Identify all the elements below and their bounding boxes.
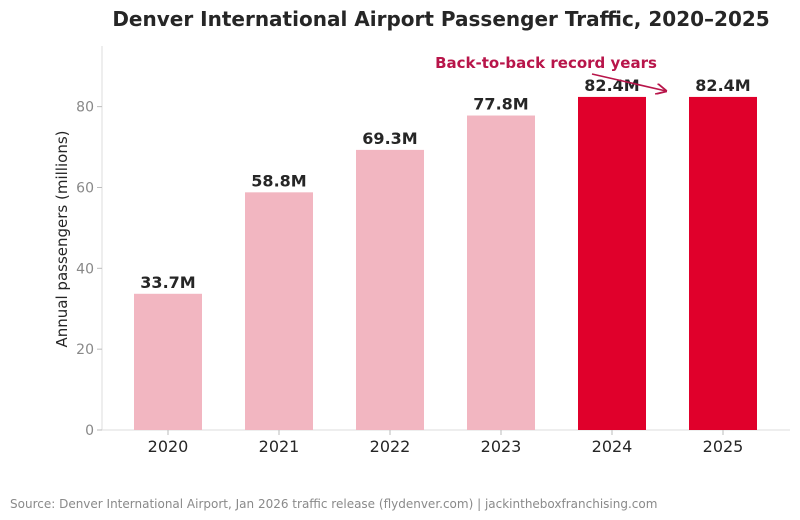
x-tick-label-2020: 2020	[148, 437, 189, 456]
bar-2022	[356, 149, 424, 430]
y-tick-label: 60	[76, 180, 94, 196]
bar-2020	[134, 293, 202, 430]
x-tick-label-2023: 2023	[481, 437, 522, 456]
annotation-arrow	[591, 73, 666, 91]
source-footer: Source: Denver International Airport, Ja…	[10, 497, 657, 511]
data-label-2022: 69.3M	[362, 129, 417, 148]
x-tick-label-2022: 2022	[370, 437, 411, 456]
y-tick-label: 80	[76, 100, 94, 116]
y-axis-label: Annual passengers (millions)	[53, 131, 71, 348]
x-tick-label-2024: 2024	[592, 437, 633, 456]
x-tick-label-2025: 2025	[703, 437, 744, 456]
bars-group	[134, 96, 757, 431]
data-label-2024: 82.4M	[584, 76, 639, 95]
y-axis-ticks: 0 20 40 60 80	[76, 100, 102, 439]
y-tick-label: 20	[76, 342, 94, 358]
bar-2024	[578, 96, 646, 430]
y-tick-label: 40	[76, 261, 94, 277]
y-tick-label: 0	[85, 423, 94, 439]
annotation-text: Back-to-back record years	[435, 54, 657, 72]
x-tick-label-2021: 2021	[259, 437, 300, 456]
data-label-2025: 82.4M	[695, 76, 750, 95]
x-axis-ticks: 2020 2021 2022 2023 2024 2025	[148, 430, 744, 456]
bar-2021	[245, 192, 313, 430]
bar-2023	[467, 115, 535, 431]
data-labels-group: 33.7M 58.8M 69.3M 77.8M 82.4M 82.4M	[140, 76, 750, 292]
data-label-2021: 58.8M	[251, 171, 306, 190]
bar-2025	[689, 96, 757, 430]
chart-title: Denver International Airport Passenger T…	[112, 7, 769, 31]
data-label-2020: 33.7M	[140, 273, 195, 292]
data-label-2023: 77.8M	[473, 95, 528, 114]
